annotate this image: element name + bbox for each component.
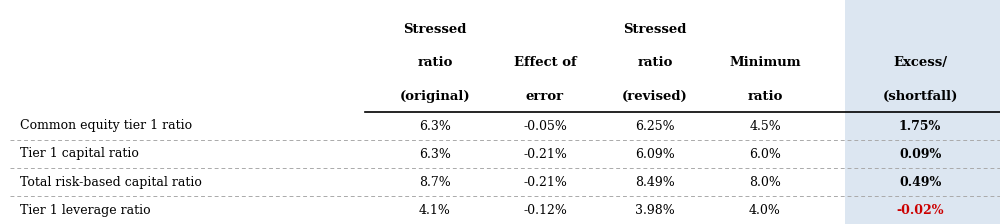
Text: 4.5%: 4.5%	[749, 119, 781, 133]
Text: Effect of: Effect of	[514, 56, 576, 69]
Text: 0.09%: 0.09%	[899, 147, 941, 161]
Text: 4.0%: 4.0%	[749, 203, 781, 217]
Text: (original): (original)	[400, 90, 470, 103]
Bar	[845, 0, 1000, 224]
Text: 6.0%: 6.0%	[749, 147, 781, 161]
Text: ratio: ratio	[747, 90, 783, 103]
Text: Stressed: Stressed	[623, 23, 687, 36]
Text: -0.12%: -0.12%	[523, 203, 567, 217]
Text: -0.05%: -0.05%	[523, 119, 567, 133]
Text: 6.3%: 6.3%	[419, 119, 451, 133]
Text: -0.21%: -0.21%	[523, 175, 567, 189]
Text: 6.3%: 6.3%	[419, 147, 451, 161]
Text: 1.75%: 1.75%	[899, 119, 941, 133]
Text: Minimum: Minimum	[729, 56, 801, 69]
Text: 8.0%: 8.0%	[749, 175, 781, 189]
Text: Excess/: Excess/	[893, 56, 947, 69]
Text: 8.49%: 8.49%	[635, 175, 675, 189]
Text: 8.7%: 8.7%	[419, 175, 451, 189]
Text: error: error	[526, 90, 564, 103]
Text: Tier 1 leverage ratio: Tier 1 leverage ratio	[20, 203, 151, 217]
Text: 6.25%: 6.25%	[635, 119, 675, 133]
Text: Total risk-based capital ratio: Total risk-based capital ratio	[20, 175, 202, 189]
Text: 4.1%: 4.1%	[419, 203, 451, 217]
Text: 3.98%: 3.98%	[635, 203, 675, 217]
Text: (revised): (revised)	[622, 90, 688, 103]
Text: 6.09%: 6.09%	[635, 147, 675, 161]
Text: Common equity tier 1 ratio: Common equity tier 1 ratio	[20, 119, 192, 133]
Text: Stressed: Stressed	[403, 23, 467, 36]
Text: ratio: ratio	[637, 56, 673, 69]
Text: -0.02%: -0.02%	[896, 203, 944, 217]
Text: 0.49%: 0.49%	[899, 175, 941, 189]
Text: -0.21%: -0.21%	[523, 147, 567, 161]
Text: ratio: ratio	[417, 56, 453, 69]
Text: (shortfall): (shortfall)	[882, 90, 958, 103]
Text: Tier 1 capital ratio: Tier 1 capital ratio	[20, 147, 139, 161]
